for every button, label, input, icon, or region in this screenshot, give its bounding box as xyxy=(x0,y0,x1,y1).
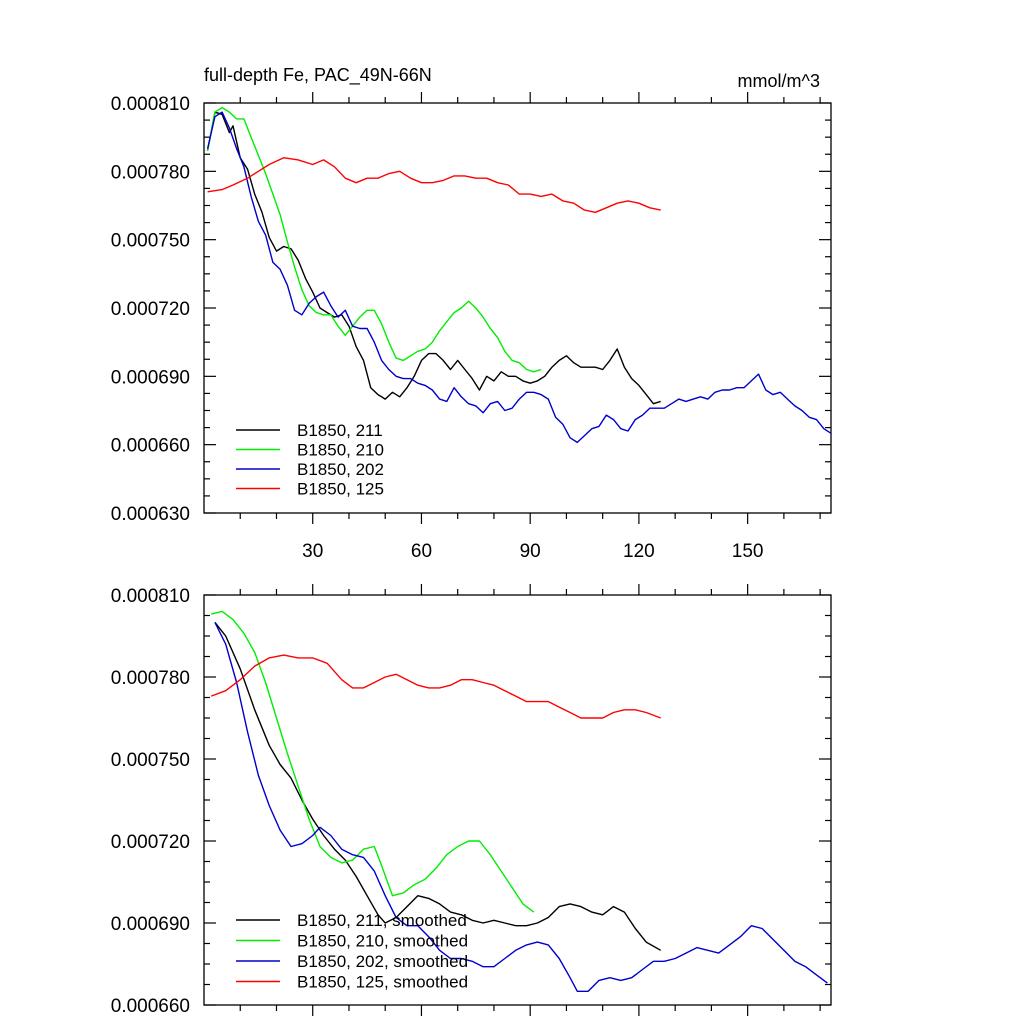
y-tick-label: 0.000720 xyxy=(111,832,190,853)
series-lines xyxy=(206,106,832,444)
legend: B1850, 211, smoothed B1850, 210, smoothed… xyxy=(236,911,468,992)
y-tick-label: 0.000630 xyxy=(111,504,190,525)
series-line xyxy=(207,156,661,214)
x-tick-label: 60 xyxy=(411,541,432,562)
y-tick-label: 0.000810 xyxy=(111,586,190,607)
y-tick-label: 0.000750 xyxy=(111,750,190,771)
series-line xyxy=(206,106,542,373)
y-tick-label: 0.000660 xyxy=(111,996,190,1017)
legend-label: B1850, 210 xyxy=(297,441,384,460)
legend-label: B1850, 211 xyxy=(297,421,383,440)
series-line xyxy=(211,610,535,913)
x-tick-label: 150 xyxy=(732,541,764,562)
chart-title: full-depth Fe, PAC_49N-66N xyxy=(204,65,432,86)
x-tick-label: 120 xyxy=(623,541,655,562)
legend-label: B1850, 202 xyxy=(297,460,384,479)
axis-ticks xyxy=(204,584,831,1016)
series-lines xyxy=(210,610,828,992)
series-line xyxy=(206,111,661,405)
x-axis-labels: 30 60 90 120 150 xyxy=(302,541,763,562)
y-axis-labels: 0.000660 0.000690 0.000720 0.000750 0.000780… xyxy=(111,586,190,1017)
series-line xyxy=(210,654,661,719)
legend-label: B1850, 202, smoothed xyxy=(297,952,468,971)
legend-label: B1850, 125 xyxy=(297,480,384,499)
y-tick-label: 0.000810 xyxy=(111,94,190,115)
legend-label: B1850, 210, smoothed xyxy=(297,932,468,951)
top-panel: full-depth Fe, PAC_49N-66N mmol/m^3 0.00… xyxy=(111,65,832,562)
bottom-panel: 0.000660 0.000690 0.000720 0.000750 0.000780… xyxy=(111,584,832,1017)
y-tick-label: 0.000660 xyxy=(111,436,190,457)
x-tick-label: 30 xyxy=(302,541,323,562)
y-tick-label: 0.000750 xyxy=(111,231,190,252)
series-line xyxy=(206,111,832,444)
y-tick-label: 0.000780 xyxy=(111,162,190,183)
y-axis-labels: 0.000630 0.000660 0.000690 0.000720 0.000750… xyxy=(111,94,190,525)
legend-label: B1850, 211, smoothed xyxy=(297,911,467,930)
y-tick-label: 0.000690 xyxy=(111,914,190,935)
y-tick-label: 0.000690 xyxy=(111,367,190,388)
axis-ticks xyxy=(204,92,831,524)
x-tick-label: 90 xyxy=(520,541,541,562)
legend-label: B1850, 125, smoothed xyxy=(297,973,468,992)
y-tick-label: 0.000780 xyxy=(111,668,190,689)
series-line xyxy=(214,621,828,992)
units-label: mmol/m^3 xyxy=(738,71,820,91)
series-line xyxy=(214,621,662,951)
y-tick-label: 0.000720 xyxy=(111,299,190,320)
